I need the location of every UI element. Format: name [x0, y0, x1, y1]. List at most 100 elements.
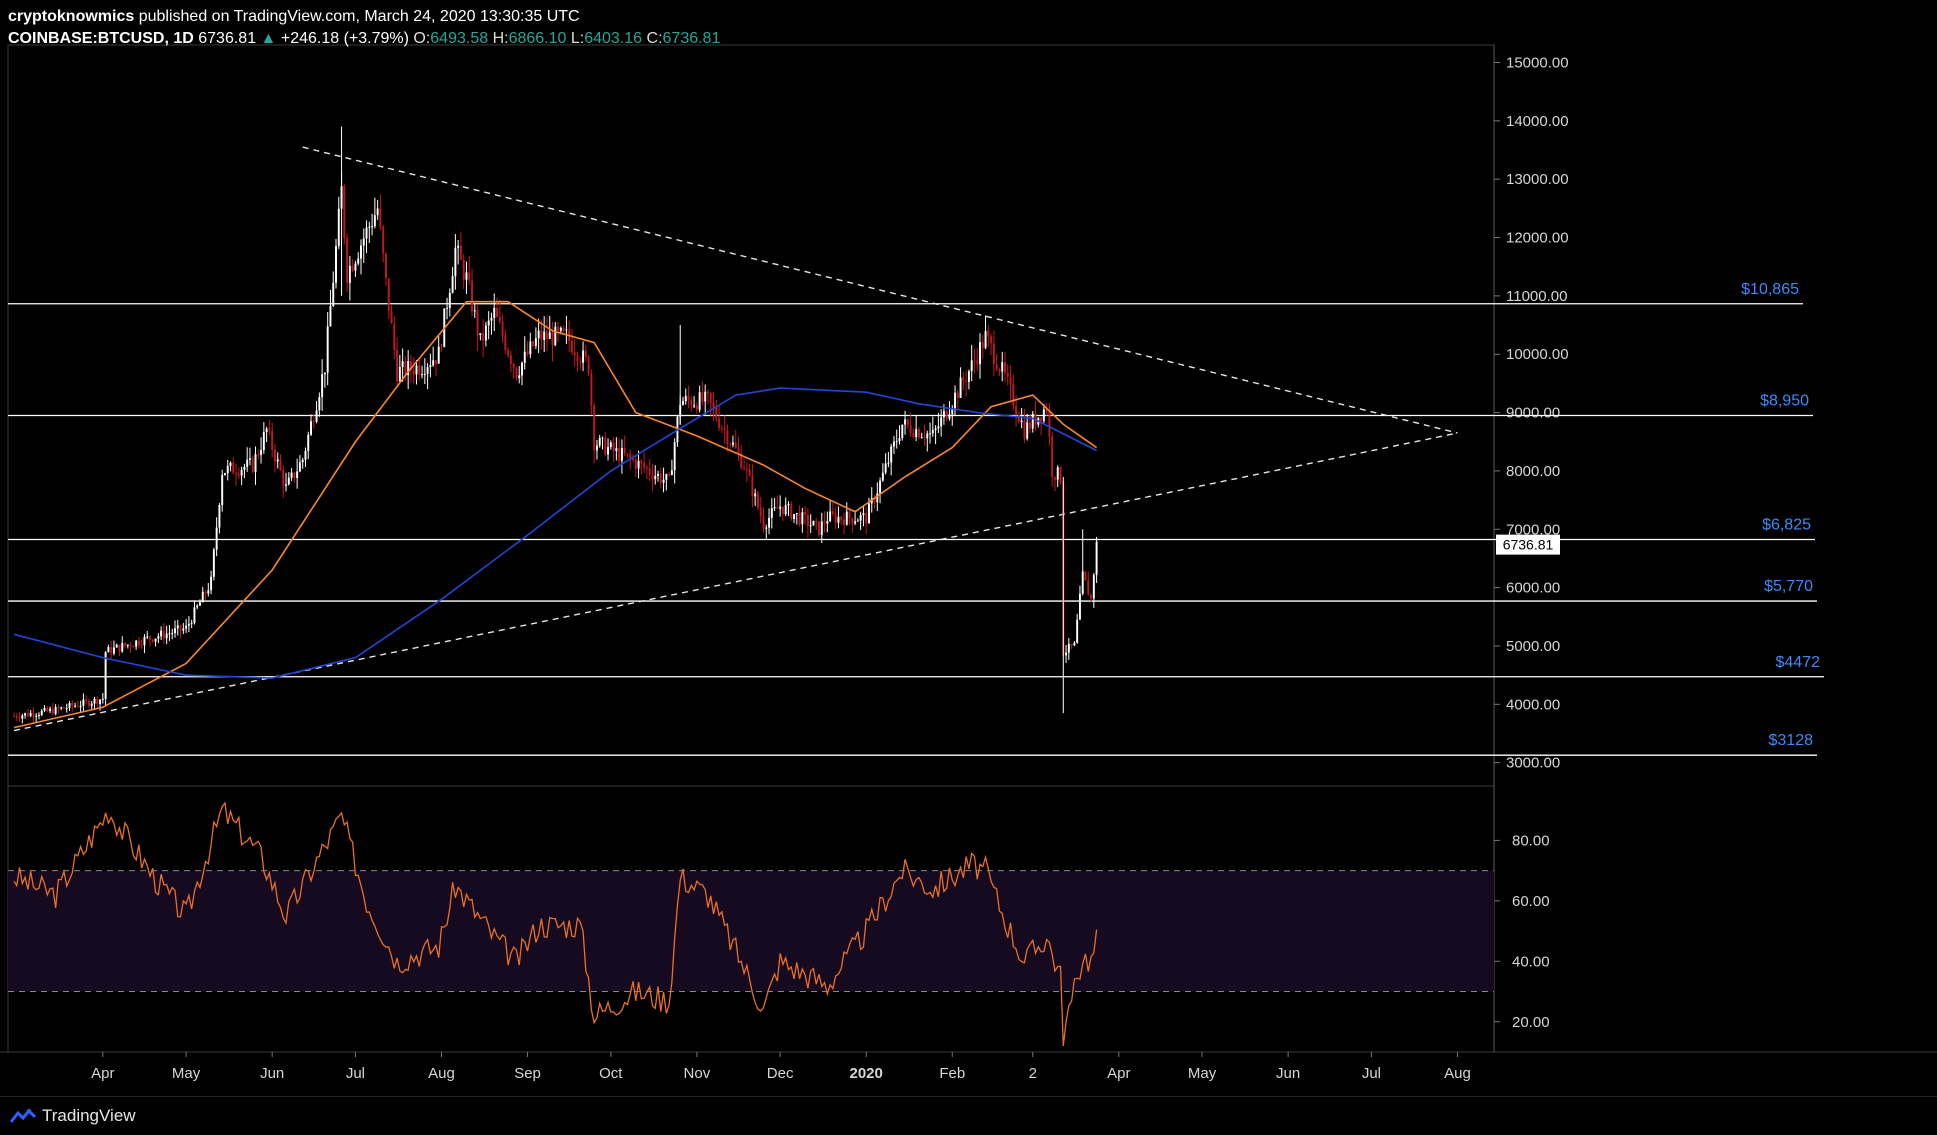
candle [534, 327, 537, 350]
candle [720, 425, 723, 434]
candle-body [657, 473, 659, 476]
price-tick-label: 12000.00 [1506, 230, 1569, 247]
time-tick-label: Dec [767, 1065, 794, 1082]
price-chart[interactable]: 15000.00 14000.00 13000.00 12000.00 11000.00… [0, 0, 1937, 1096]
candle [795, 512, 798, 525]
candle [929, 422, 932, 444]
candle [712, 391, 715, 421]
candle-body [665, 474, 668, 480]
candle [831, 502, 834, 517]
candle [210, 570, 213, 595]
candle [65, 703, 68, 713]
candle-body [579, 361, 582, 363]
candle-body [451, 276, 454, 293]
candle-body [285, 484, 288, 486]
candle [382, 224, 385, 263]
candle-body [1070, 643, 1073, 646]
candle [587, 355, 590, 377]
open-label: O: [413, 30, 431, 47]
candle-body [901, 424, 904, 439]
candle [843, 512, 845, 535]
candle-body [854, 521, 857, 524]
candle [962, 371, 965, 391]
candle [521, 361, 523, 386]
candle [779, 495, 782, 517]
candle-body [695, 405, 698, 410]
candle-body [751, 475, 754, 497]
candle-body [981, 342, 984, 348]
candle-body [479, 333, 482, 336]
publisher-name[interactable]: cryptoknowmics [8, 8, 135, 25]
candle-body [318, 397, 321, 411]
candle [1004, 351, 1006, 382]
candle [979, 333, 981, 379]
candle [404, 356, 407, 382]
candle-body [312, 421, 315, 423]
candle [887, 452, 890, 468]
candle-body [13, 715, 15, 717]
candle-body [85, 699, 88, 701]
candle-body [190, 623, 193, 625]
candle [615, 437, 618, 461]
candle-body [992, 343, 995, 365]
candle [421, 365, 424, 379]
candle [787, 501, 790, 517]
candle [1020, 408, 1023, 429]
candle [187, 616, 190, 633]
candle [151, 638, 154, 644]
candle [926, 430, 929, 452]
candle-body [543, 331, 546, 340]
candle-body [612, 442, 615, 452]
candle [1073, 641, 1076, 647]
ohlc-line: COINBASE:BTCUSD, 1D 6736.81 ▲ +246.18 (+… [8, 28, 720, 50]
candle [940, 409, 943, 437]
candle-body [546, 331, 548, 339]
candle-body [79, 705, 82, 707]
candle [279, 454, 282, 472]
candle [515, 366, 518, 381]
candle [296, 458, 299, 489]
candle-body [493, 307, 496, 318]
candle-body [35, 715, 38, 717]
candle [396, 337, 399, 389]
candle-body [812, 520, 815, 526]
candle [479, 333, 482, 341]
candle [473, 304, 476, 319]
candle-body [793, 514, 795, 519]
candle-body [387, 278, 390, 311]
candle-body [118, 644, 121, 652]
candle-body [38, 714, 40, 716]
candle [368, 221, 371, 244]
candle-body [143, 636, 146, 646]
candle-body [393, 323, 396, 350]
candle [604, 431, 607, 457]
time-tick-label: Apr [91, 1065, 114, 1082]
candle-body [362, 238, 365, 246]
candle [834, 507, 837, 530]
candle-body [459, 245, 462, 260]
candle [770, 498, 773, 529]
candle [1084, 571, 1087, 581]
candle [62, 706, 65, 709]
candle [856, 518, 859, 522]
tradingview-brand[interactable]: TradingView [10, 1106, 136, 1126]
candle [379, 194, 382, 231]
candle [1095, 536, 1098, 583]
candle-body [21, 715, 24, 719]
candle-body [415, 365, 418, 375]
candle [923, 425, 926, 446]
candle-body [709, 393, 712, 403]
candle [68, 700, 71, 711]
candle-body [718, 418, 721, 428]
candle [829, 500, 832, 523]
candle-body [673, 442, 676, 471]
candle-body [809, 525, 812, 527]
candle [648, 458, 651, 482]
candle [948, 401, 951, 421]
candle [645, 465, 648, 480]
candle-body [251, 458, 254, 472]
candle [987, 325, 990, 347]
candle-body [185, 625, 188, 629]
candle [595, 439, 598, 460]
candle [1076, 613, 1079, 644]
